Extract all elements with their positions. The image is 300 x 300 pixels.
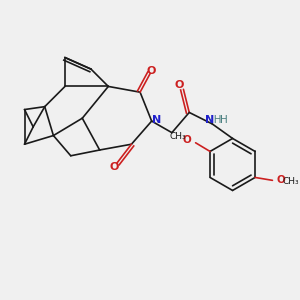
Text: N: N (205, 115, 214, 125)
Text: O: O (147, 65, 156, 76)
Text: H: H (220, 115, 227, 125)
Text: O: O (110, 162, 119, 172)
Text: O: O (277, 175, 286, 185)
Text: CH₃: CH₃ (283, 177, 299, 186)
Text: N: N (152, 115, 161, 125)
Text: O: O (174, 80, 184, 90)
Text: NH: NH (206, 115, 221, 125)
Text: CH₃: CH₃ (170, 133, 187, 142)
Text: O: O (183, 135, 191, 145)
